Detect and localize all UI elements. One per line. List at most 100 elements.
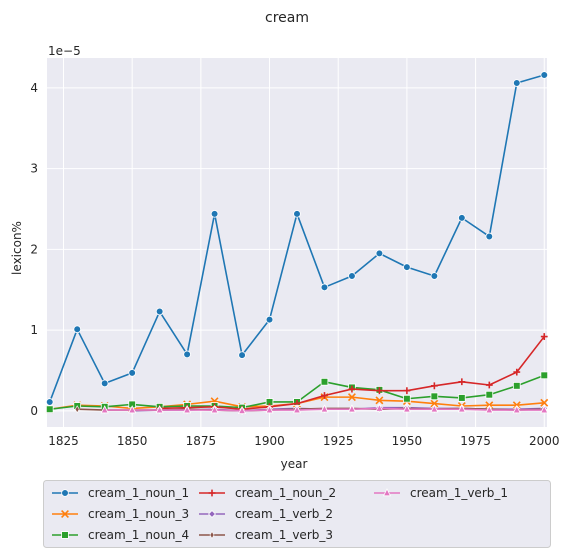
legend-item: cream_1_noun_3	[52, 507, 189, 521]
data-point	[293, 210, 301, 218]
data-point	[540, 371, 549, 380]
data-point	[458, 214, 466, 222]
legend-swatch-marker	[382, 488, 392, 497]
data-point	[430, 272, 439, 280]
data-point	[100, 379, 109, 388]
x-tick-label: 1950	[392, 434, 423, 448]
x-tick-label: 1900	[254, 434, 285, 448]
data-point	[403, 387, 411, 395]
data-point	[348, 272, 356, 280]
x-axis-title: year	[281, 457, 308, 471]
data-point	[540, 405, 549, 414]
grid-lines	[47, 58, 547, 427]
series-layer	[45, 71, 549, 415]
x-tick-label: 1825	[48, 434, 79, 448]
data-point	[540, 398, 549, 407]
y-tick-label: 0	[30, 404, 38, 418]
data-point	[347, 404, 356, 413]
data-point	[348, 385, 356, 393]
data-point	[540, 71, 549, 79]
data-point	[485, 232, 494, 241]
legend-item: cream_1_verb_1	[374, 486, 508, 500]
y-tick-label: 2	[30, 242, 38, 256]
legend-swatch-marker	[61, 531, 69, 539]
legend-item: cream_1_noun_2	[199, 486, 336, 500]
legend-item: cream_1_noun_1	[52, 486, 189, 500]
plot-area	[47, 58, 547, 427]
data-point	[512, 382, 521, 390]
data-point	[320, 404, 329, 413]
data-point	[45, 405, 54, 414]
data-point	[238, 351, 246, 359]
legend: cream_1_noun_1 cream_1_noun_3 cream_1_noun…	[43, 480, 551, 548]
data-point	[74, 405, 80, 414]
y-tick-label: 3	[30, 162, 38, 176]
data-point	[320, 283, 329, 292]
data-point	[265, 315, 274, 324]
data-point	[155, 405, 164, 414]
data-point	[485, 405, 494, 414]
legend-item: cream_1_verb_3	[199, 528, 333, 542]
data-point	[183, 350, 191, 359]
data-point	[347, 393, 356, 402]
legend-label: cream_1_verb_2	[235, 507, 333, 521]
data-point	[402, 404, 411, 413]
legend-swatch-marker	[61, 510, 69, 518]
data-point	[210, 405, 219, 414]
data-point	[155, 307, 164, 316]
data-point	[292, 405, 302, 414]
data-point	[73, 325, 82, 334]
x-tick-label: 1850	[117, 434, 148, 448]
data-point	[375, 396, 384, 405]
x-tick-label: 1975	[460, 434, 491, 448]
y-scale-label: 1e−5	[48, 44, 81, 58]
data-point	[485, 390, 494, 399]
data-point	[513, 368, 521, 376]
legend-label: cream_1_noun_4	[88, 528, 189, 542]
data-point	[458, 378, 466, 386]
x-tick-label: 1925	[323, 434, 354, 448]
data-point	[430, 399, 439, 408]
data-point	[210, 210, 219, 218]
legend-swatch-marker	[208, 510, 216, 518]
data-point	[183, 405, 192, 414]
legend-label: cream_1_noun_1	[88, 486, 189, 500]
data-point	[457, 404, 466, 413]
legend-swatch-marker	[209, 531, 215, 539]
legend-swatch-marker	[208, 489, 216, 497]
y-tick-label: 4	[30, 81, 38, 95]
series-cream_1_verb_1	[100, 403, 549, 415]
x-tick-label: 1875	[186, 434, 217, 448]
legend-label: cream_1_noun_3	[88, 507, 189, 521]
chart-title: cream	[265, 10, 309, 26]
data-point	[128, 369, 136, 377]
data-point	[375, 249, 384, 258]
x-tick-label: 2000	[529, 434, 560, 448]
data-point	[430, 404, 439, 413]
data-point	[128, 405, 137, 414]
legend-frame	[43, 480, 551, 548]
data-point	[321, 392, 328, 399]
legend-label: cream_1_noun_2	[235, 486, 336, 500]
data-point	[403, 263, 411, 271]
y-tick-label: 1	[30, 323, 38, 337]
legend-swatch-marker	[61, 489, 69, 497]
data-point	[376, 387, 383, 395]
data-point	[430, 392, 439, 401]
legend-item: cream_1_noun_4	[52, 528, 189, 542]
data-point	[45, 398, 54, 406]
data-point	[540, 333, 548, 340]
y-axis-title: lexicon%	[10, 221, 24, 275]
data-point	[512, 79, 521, 87]
y-tick-labels: 0 1 2 3 4	[30, 81, 38, 418]
data-point	[485, 381, 493, 389]
legend-label: cream_1_verb_1	[410, 486, 508, 500]
data-point	[375, 403, 384, 412]
data-point	[320, 377, 329, 386]
data-point	[458, 394, 466, 402]
data-point	[512, 405, 521, 414]
data-point	[265, 405, 274, 414]
data-point	[238, 405, 247, 415]
data-point	[430, 382, 438, 390]
